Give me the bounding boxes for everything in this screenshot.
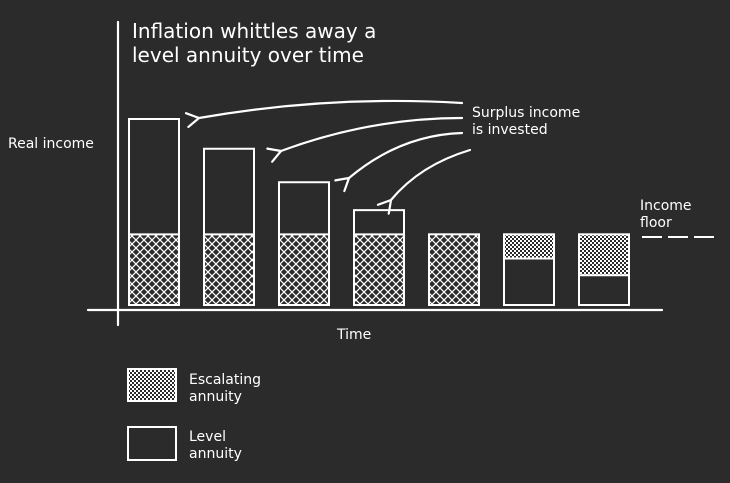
floor-label-line-2: floor (640, 215, 672, 231)
bar-floor-segment (204, 234, 254, 305)
bar-level-annuity (428, 233, 480, 307)
bars (128, 118, 630, 307)
bar-escalating-topup (504, 234, 554, 259)
chart-title-line-1: Inflation whittles away a (132, 19, 376, 43)
annotation-arrow-3 (349, 131, 464, 178)
annotation-line-1: Surplus income (472, 105, 580, 121)
bar-floor-segment (429, 234, 479, 305)
bar-level-annuity (203, 147, 255, 306)
legend-label-level-line-2: annuity (189, 446, 242, 462)
annotation-arrow-1 (199, 99, 464, 118)
bar-outline (503, 233, 555, 307)
legend-label-level-line-1: Level (189, 429, 226, 445)
y-axis-label: Real income (8, 136, 94, 152)
bar-escalating-topup (579, 234, 629, 276)
legend-label-escalating-line-2: annuity (189, 389, 242, 405)
annotation-line-2: is invested (472, 122, 548, 138)
floor-label-line-1: Income (640, 198, 692, 214)
legend-swatch-escalating (127, 368, 177, 402)
bar-outline (578, 233, 630, 307)
annotation-arrow-4 (391, 148, 472, 200)
bar-floor-segment (279, 234, 329, 305)
bar-floor-segment (354, 234, 404, 305)
annotation-arrow-2 (281, 116, 464, 151)
chart-title-line-2: level annuity over time (132, 43, 364, 67)
bar-level-annuity (278, 181, 330, 307)
bar-level-annuity (128, 118, 180, 306)
bar-floor-segment (129, 234, 179, 305)
x-axis-label: Time (336, 327, 371, 343)
legend-swatch-level (127, 426, 177, 461)
legend-label-escalating-line-1: Escalating (189, 372, 261, 388)
